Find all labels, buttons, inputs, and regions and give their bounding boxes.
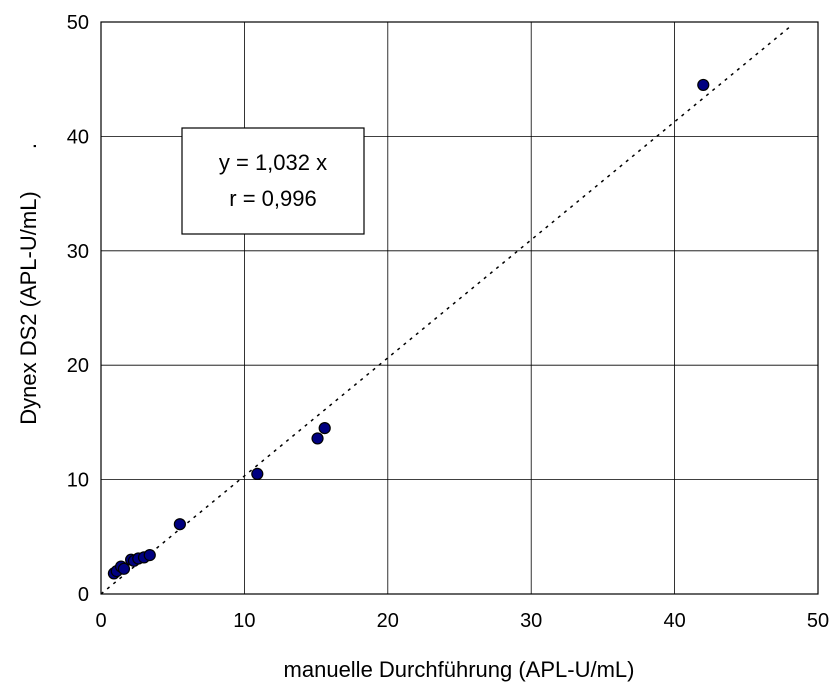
y-tick-label: 0: [78, 584, 89, 606]
data-point: [318, 422, 331, 435]
grid: [101, 22, 818, 594]
y-axis-title: Dynex DS2 (APL-U/mL): [16, 191, 41, 425]
data-point: [173, 518, 186, 531]
x-tick-label: 30: [520, 610, 542, 632]
correlation-text: r = 0,996: [229, 186, 316, 211]
data-point: [143, 549, 156, 562]
x-tick-label: 0: [95, 610, 106, 632]
plot-area: [100, 21, 819, 595]
y-axis-marker: .: [16, 143, 41, 149]
y-tick-label: 40: [67, 126, 89, 148]
y-tick-labels: 0 10 20 30 40 50: [67, 12, 89, 606]
y-tick-label: 50: [67, 12, 89, 34]
data-point: [697, 78, 710, 92]
x-axis-title: manuelle Durchführung (APL-U/mL): [284, 657, 635, 682]
data-points: [107, 78, 710, 580]
data-point: [117, 562, 131, 575]
y-tick-label: 20: [67, 355, 89, 377]
x-tick-labels: 0 10 20 30 40 50: [95, 610, 829, 632]
y-tick-label: 10: [67, 470, 89, 492]
equation-text: y = 1,032 x: [219, 150, 327, 175]
x-tick-label: 50: [807, 610, 829, 632]
equation-box: y = 1,032 x r = 0,996: [181, 127, 365, 235]
y-tick-label: 30: [67, 241, 89, 263]
x-tick-label: 20: [377, 610, 399, 632]
data-point: [311, 432, 324, 445]
x-tick-label: 40: [663, 610, 685, 632]
data-point: [251, 467, 264, 480]
x-tick-label: 10: [233, 610, 255, 632]
